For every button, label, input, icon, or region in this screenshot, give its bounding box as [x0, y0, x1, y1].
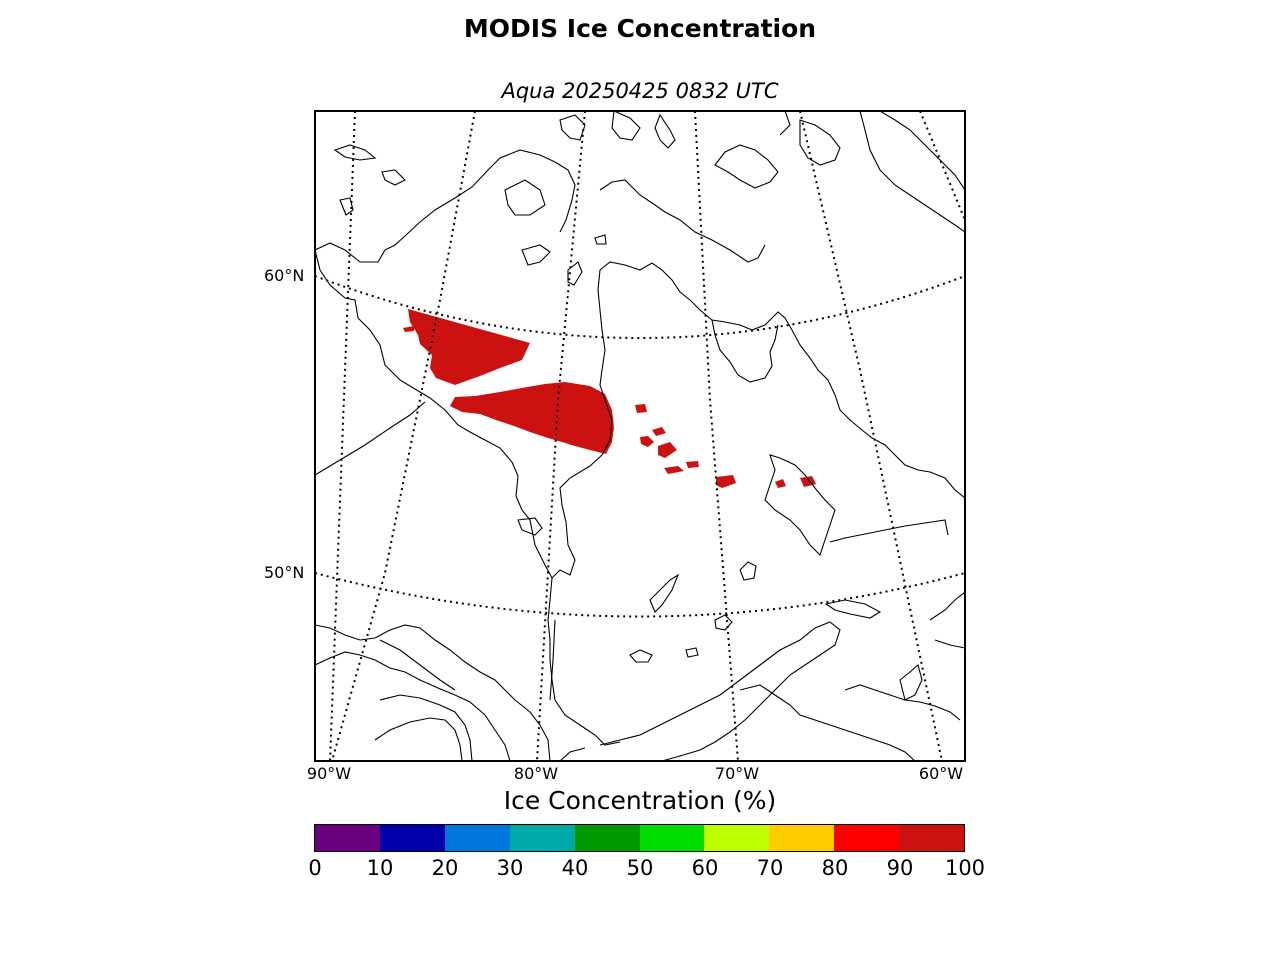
colorbar-label: Ice Concentration (%) — [503, 786, 777, 815]
colorbar — [314, 824, 965, 852]
lon-label-70w: 70°W — [714, 764, 760, 783]
colorbar-tick-label: 70 — [756, 856, 784, 880]
colorbar-tick-label: 0 — [308, 856, 322, 880]
colorbar-segment — [444, 825, 510, 851]
colorbar-segment — [704, 825, 770, 851]
colorbar-tick-label: 90 — [886, 856, 914, 880]
colorbar-segment — [574, 825, 640, 851]
colorbar-segment — [315, 825, 380, 851]
ice-concentration-overlay — [403, 309, 816, 488]
colorbar-segment — [834, 825, 900, 851]
colorbar-tick-label: 30 — [496, 856, 524, 880]
colorbar-segment — [509, 825, 575, 851]
lon-label-80w: 80°W — [513, 764, 559, 783]
lon-label-60w: 60°W — [918, 764, 964, 783]
map-content — [315, 111, 965, 761]
colorbar-tick-label: 50 — [626, 856, 654, 880]
map-frame — [314, 110, 966, 762]
colorbar-segment — [899, 825, 965, 851]
colorbar-tick-label: 100 — [944, 856, 986, 880]
colorbar-segment — [639, 825, 705, 851]
colorbar-tick-label: 20 — [431, 856, 459, 880]
colorbar-tick-label: 10 — [366, 856, 394, 880]
lat-label-50n: 50°N — [264, 563, 305, 582]
lat-label-60n: 60°N — [264, 266, 305, 285]
colorbar-segment — [379, 825, 445, 851]
colorbar-tick-label: 40 — [561, 856, 589, 880]
figure-subtitle: Aqua 20250425 0832 UTC — [501, 79, 779, 103]
colorbar-tick-label: 60 — [691, 856, 719, 880]
figure-title: MODIS Ice Concentration — [463, 14, 817, 43]
coastlines — [315, 111, 965, 761]
colorbar-tick-label: 80 — [821, 856, 849, 880]
lon-label-90w: 90°W — [306, 764, 352, 783]
colorbar-segment — [769, 825, 835, 851]
graticule — [315, 111, 965, 761]
